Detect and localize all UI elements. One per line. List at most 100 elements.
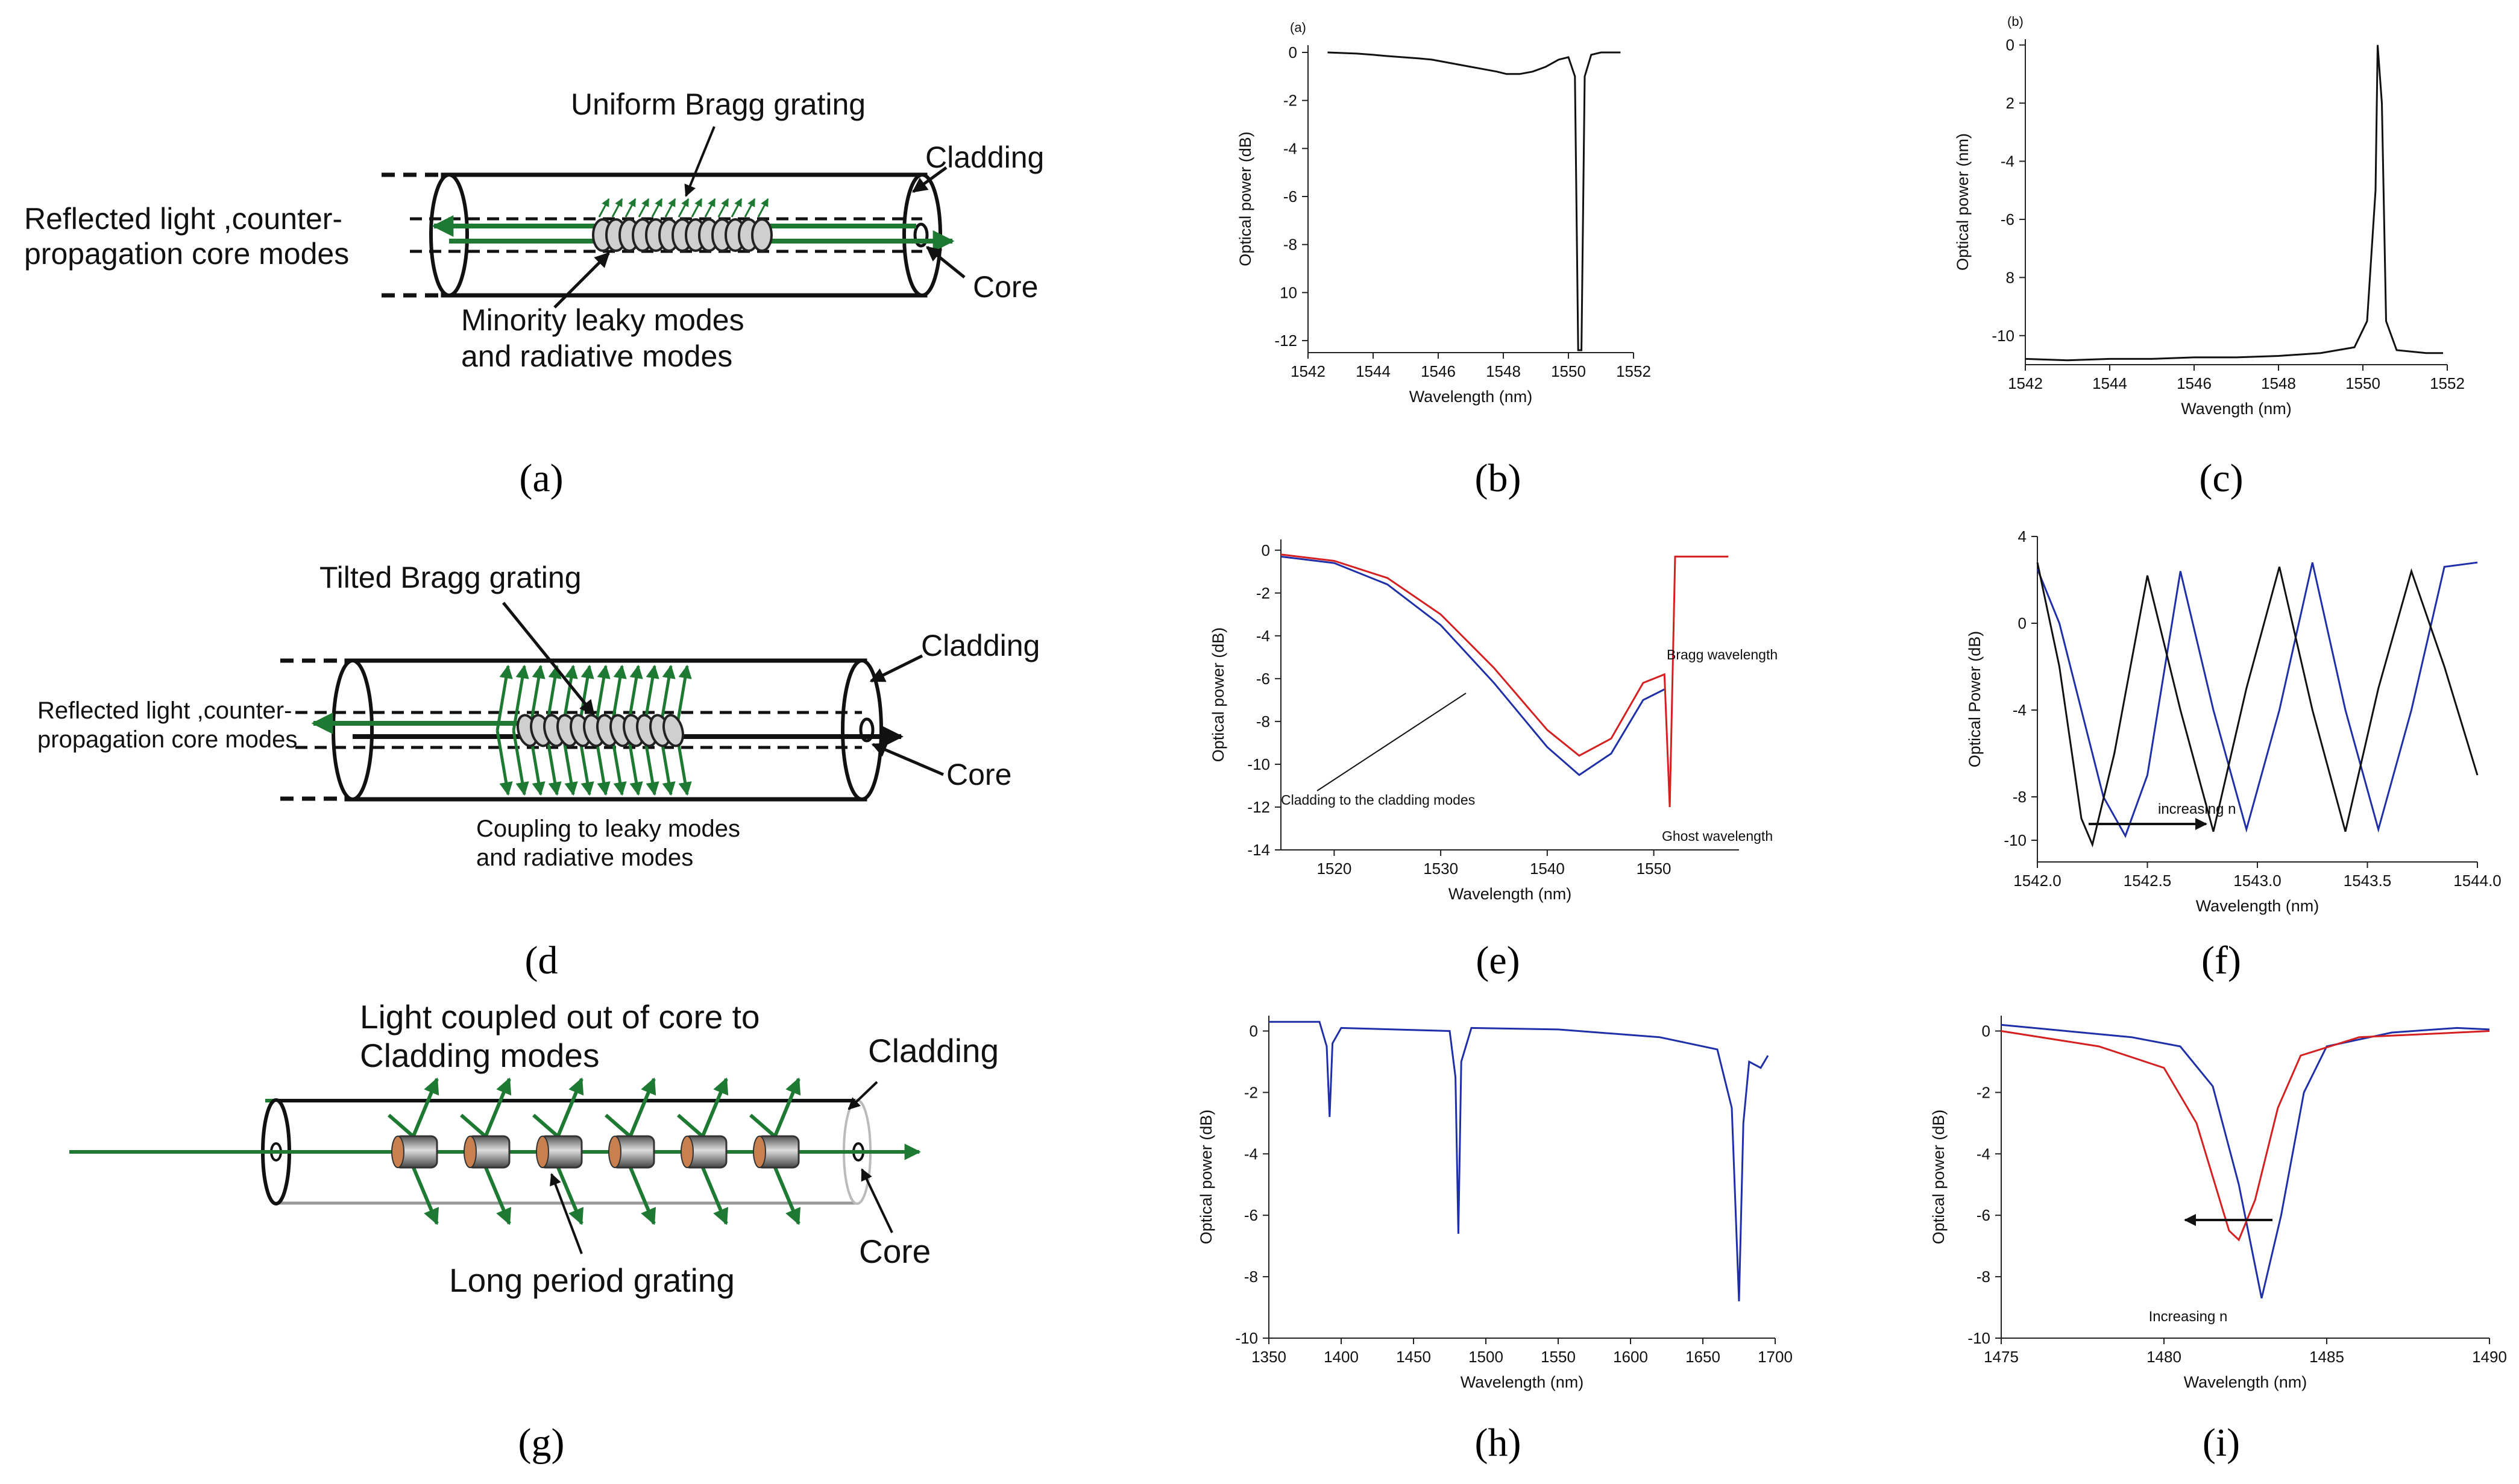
y-tick-label: 0 <box>2006 36 2014 54</box>
leaky-arrow <box>717 198 729 218</box>
chart-panel-c: 1542 1544 1546 1548 1550 1552 0 2 -4 -6 8 -10 Waveng… <box>1954 14 2465 418</box>
chart-panel-h: 1350 1400 1450 1500 1550 1600 1650 1700 0 -2 -4 -6 -… <box>1197 1016 1793 1391</box>
label-core-d: Core <box>946 758 1011 791</box>
y-tick-label: 0 <box>2018 614 2027 632</box>
y-tick-label: -14 <box>1247 841 1270 859</box>
label-coupling-d2: and radiative modes <box>476 844 693 871</box>
tilted-grating-rings <box>517 714 684 747</box>
panel-label-c: (c) <box>2199 456 2243 500</box>
charts-layer: 1542 1544 1546 1548 1550 1552 0 -2 -4 -6 -8 10 -12 Wa… <box>1197 14 2507 1391</box>
y-axis-label: Optical Power (dB) <box>1966 631 1984 768</box>
x-tick-label: 1650 <box>1685 1348 1720 1366</box>
y-axis-label: Optical power (dB) <box>1197 1110 1215 1245</box>
x-tick-label: 1480 <box>2146 1348 2181 1366</box>
y-tick-label: -2 <box>1283 92 1297 110</box>
y-tick-label: -8 <box>1256 712 1270 731</box>
series-line-red <box>1280 553 1729 808</box>
x-axis-label: Wavelength (nm) <box>1448 885 1572 903</box>
uniform-grating-rings <box>592 198 773 252</box>
y-tick-label: 4 <box>2018 527 2027 545</box>
grating-ring <box>751 218 773 252</box>
x-tick-label: 1475 <box>1984 1348 2019 1366</box>
label-coupled-g2: Cladding modes <box>360 1037 599 1074</box>
y-tick-label: -6 <box>1977 1206 1990 1224</box>
x-tick-label: 1542 <box>1291 362 1326 380</box>
y-tick-label: -10 <box>1235 1329 1258 1347</box>
x-tick-label: 1450 <box>1396 1348 1431 1366</box>
x-tick-label: 1552 <box>1616 362 1651 380</box>
y-tick-label: -8 <box>1283 236 1297 254</box>
panel-label-a: (a) <box>519 456 563 500</box>
x-tick-label: 1520 <box>1316 860 1351 878</box>
chart-panel-i: 1475 1480 1485 1490 0 -2 -4 -6 -8 -10 Wavelength (… <box>1929 1016 2507 1391</box>
panel-label-e: (e) <box>1476 939 1520 983</box>
leaky-arrow <box>757 198 769 218</box>
x-tick-label: 1500 <box>1468 1348 1503 1366</box>
annotation-ghost: Ghost wavelength <box>1662 828 1773 844</box>
y-axis-label: Optical power (dB) <box>1236 131 1254 266</box>
label-leaky-a1: Minority leaky modes <box>461 303 744 337</box>
annotation-pointer <box>1316 693 1467 791</box>
label-core-g: Core <box>859 1233 931 1270</box>
x-tick-label: 1543.5 <box>2344 872 2392 890</box>
label-tilted-bragg: Tilted Bragg grating <box>319 561 582 594</box>
x-tick-label: 1546 <box>1421 362 1456 380</box>
y-tick-label: -4 <box>1977 1145 1990 1163</box>
x-tick-label: 1548 <box>1486 362 1521 380</box>
series-line-black <box>1327 51 1621 351</box>
panel-label-g: (g) <box>518 1421 565 1465</box>
y-tick-label: -4 <box>1256 627 1270 645</box>
leaky-arrow <box>624 198 637 218</box>
leaky-arrow <box>731 198 743 218</box>
y-tick-label: -10 <box>2004 831 2027 849</box>
leaky-arrow <box>691 198 703 218</box>
diagram-uniform-bragg: Uniform Bragg grating Cladding Reflected… <box>24 87 1044 373</box>
radiative-arrow-up <box>512 664 529 731</box>
y-tick-label: -4 <box>2013 701 2027 719</box>
x-tick-label: 1550 <box>2345 374 2380 392</box>
leaky-arrow <box>678 198 690 218</box>
y-tick-label: -12 <box>1247 798 1270 816</box>
lpg-segment-end <box>681 1136 694 1168</box>
y-axis-label: Optical power (nm) <box>1954 133 1972 271</box>
x-tick-label: 1600 <box>1613 1348 1648 1366</box>
label-cladding-d: Cladding <box>921 629 1040 662</box>
leaky-arrow <box>651 198 663 218</box>
y-tick-label: -6 <box>1283 187 1297 206</box>
lpg-segment-end <box>753 1136 766 1168</box>
y-tick-label: 0 <box>1289 43 1297 61</box>
x-tick-label: 1490 <box>2472 1348 2507 1366</box>
y-tick-label: -2 <box>1977 1083 1990 1101</box>
label-cladding-g: Cladding <box>868 1032 999 1069</box>
chart-panel-e: 1520 1530 1540 1550 0 -2 -4 -6 -8 -10 -12 -14 Wavele… <box>1209 539 1778 903</box>
x-tick-label: 1544 <box>2092 374 2127 392</box>
radiative-arrow-down <box>495 730 513 796</box>
label-coupling-d1: Coupling to leaky modes <box>476 816 740 842</box>
y-tick-label: 0 <box>1262 541 1270 559</box>
lpg-segment-end <box>608 1136 621 1168</box>
panel-label-f: (f) <box>2201 939 2241 983</box>
panel-label-d: (d <box>525 939 558 983</box>
chart-corner-tag: (b) <box>2007 14 2024 29</box>
panel-label-h: (h) <box>1475 1421 1521 1465</box>
lpg-segment-end <box>464 1136 477 1168</box>
label-coupled-g1: Light coupled out of core to <box>360 998 760 1036</box>
x-tick-label: 1544 <box>1356 362 1391 380</box>
radiative-arrow-down <box>512 730 529 796</box>
x-tick-label: 1544.0 <box>2453 872 2502 890</box>
label-reflected-d1: Reflected light ,counter- <box>37 697 292 724</box>
y-tick-label: 2 <box>2006 94 2014 112</box>
label-leaky-a2: and radiative modes <box>461 339 732 373</box>
leaky-arrow <box>611 198 623 218</box>
lpg-segment-end <box>536 1136 549 1168</box>
panel-label-i: (i) <box>2203 1421 2240 1465</box>
x-tick-label: 1540 <box>1530 860 1565 878</box>
x-tick-label: 1550 <box>1551 362 1586 380</box>
x-tick-label: 1552 <box>2430 374 2465 392</box>
label-long-period: Long period grating <box>449 1262 735 1299</box>
annotation-increasing: Increasing n <box>2149 1309 2228 1325</box>
y-tick-label: 0 <box>1250 1022 1258 1040</box>
x-axis-label: Wavelength (nm) <box>1461 1373 1584 1391</box>
y-tick-label: -6 <box>2001 210 2014 228</box>
y-tick-label: -2 <box>1256 584 1270 602</box>
